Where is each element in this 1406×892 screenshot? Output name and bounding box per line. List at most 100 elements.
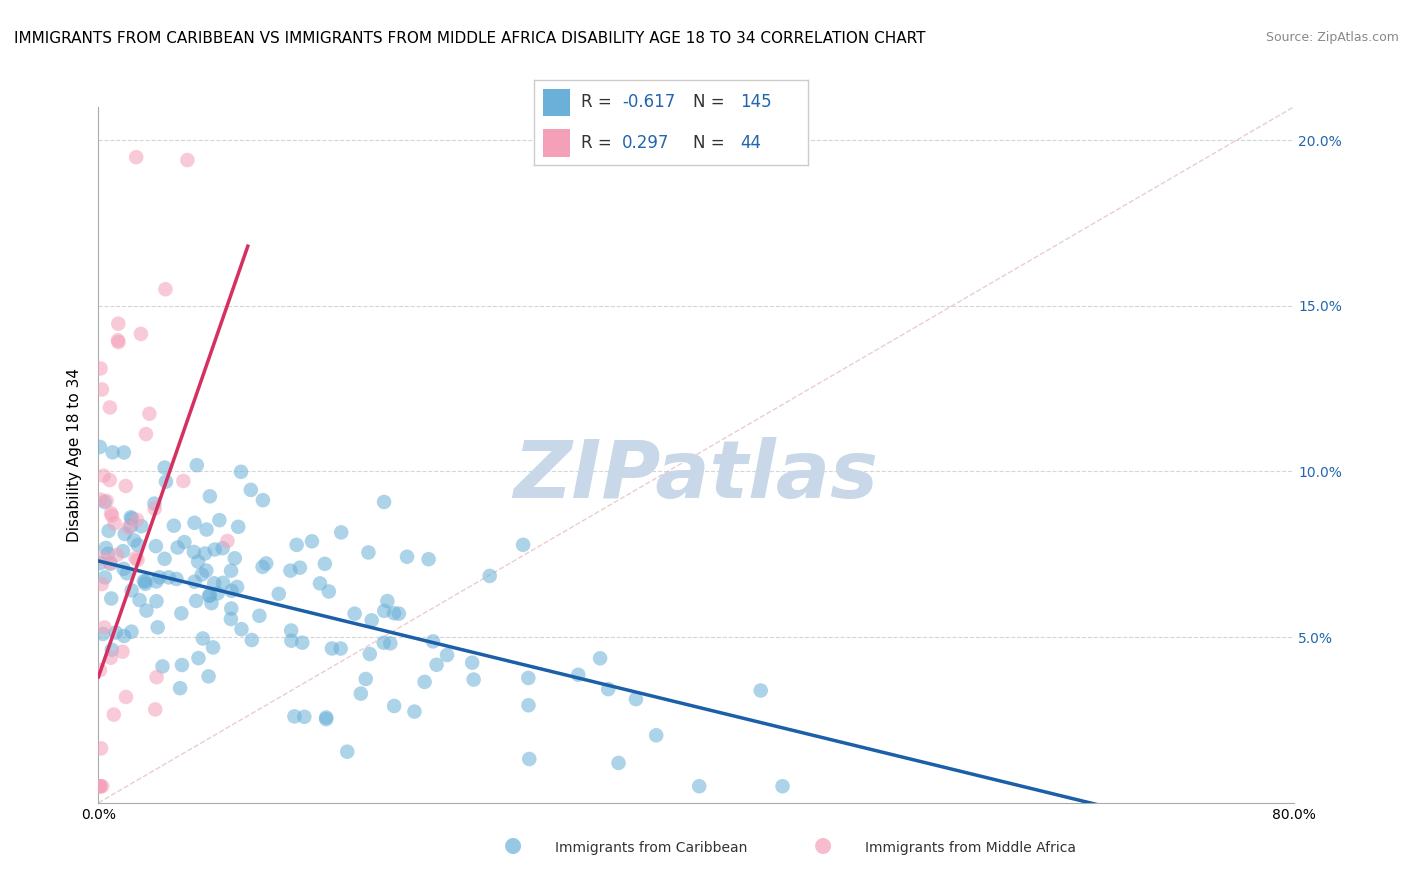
Point [285, 538, 308, 552]
Point [98, 401, 121, 415]
Point [436, 648, 458, 662]
Point [143, 497, 166, 511]
Point [94, 570, 117, 584]
Point [280, 564, 302, 578]
Point [94, 541, 117, 555]
Point [153, 551, 176, 566]
Point [89, 663, 111, 677]
Point [280, 633, 302, 648]
Point [517, 752, 540, 766]
Point [247, 608, 270, 623]
Point [624, 692, 647, 706]
Text: ●: ● [505, 835, 522, 855]
Point [145, 594, 167, 608]
Point [187, 555, 209, 569]
Point [329, 641, 352, 656]
Point [373, 636, 395, 650]
Point [135, 427, 157, 442]
Point [301, 534, 323, 549]
Point [101, 445, 124, 459]
Point [607, 756, 630, 770]
Point [172, 474, 194, 488]
Point [183, 545, 205, 559]
Point [688, 779, 710, 793]
Point [354, 672, 377, 686]
Point [360, 613, 382, 627]
Point [252, 493, 274, 508]
Point [388, 607, 411, 621]
Point [127, 538, 149, 552]
Point [125, 551, 148, 566]
Point [195, 523, 218, 537]
Point [197, 669, 219, 683]
Point [229, 465, 252, 479]
Point [93, 495, 115, 509]
Point [101, 642, 124, 657]
Point [121, 511, 143, 525]
Point [219, 601, 242, 615]
Point [163, 518, 186, 533]
Point [153, 460, 176, 475]
Point [100, 650, 122, 665]
Point [125, 150, 148, 164]
Point [170, 607, 193, 621]
Point [309, 576, 332, 591]
Point [224, 551, 246, 566]
Point [93, 468, 115, 483]
Point [125, 513, 148, 527]
Point [90, 741, 112, 756]
Point [217, 534, 239, 549]
Point [115, 690, 138, 704]
Text: Immigrants from Caribbean: Immigrants from Caribbean [555, 840, 748, 855]
Text: N =: N = [693, 94, 730, 112]
Point [117, 520, 139, 534]
Point [111, 544, 134, 558]
Point [321, 641, 343, 656]
Text: R =: R = [581, 94, 617, 112]
Point [288, 560, 311, 574]
Point [183, 574, 205, 589]
Point [91, 779, 114, 793]
Point [239, 483, 262, 497]
Point [146, 620, 169, 634]
Point [350, 687, 373, 701]
Point [413, 674, 436, 689]
Point [166, 572, 188, 586]
Point [120, 519, 142, 533]
Text: 0.297: 0.297 [621, 134, 669, 152]
Point [749, 683, 772, 698]
Text: 145: 145 [740, 94, 772, 112]
Point [157, 570, 180, 584]
Point [183, 516, 205, 530]
Point [93, 551, 115, 566]
Point [138, 407, 160, 421]
Point [103, 707, 125, 722]
Point [219, 612, 242, 626]
Point [105, 548, 128, 562]
Point [89, 492, 111, 507]
Point [111, 645, 134, 659]
Point [202, 576, 225, 591]
Point [292, 710, 315, 724]
Point [129, 326, 152, 341]
Point [231, 622, 253, 636]
Point [93, 620, 115, 634]
Point [314, 557, 336, 571]
Point [89, 779, 111, 793]
Point [91, 383, 114, 397]
Point [598, 682, 620, 697]
Point [463, 673, 485, 687]
Point [382, 698, 405, 713]
Point [517, 698, 540, 713]
Point [114, 479, 136, 493]
Point [191, 567, 214, 582]
Point [107, 334, 129, 348]
Point [200, 596, 222, 610]
Point [221, 583, 243, 598]
Point [148, 570, 170, 584]
Point [198, 589, 221, 603]
Point [128, 593, 150, 607]
Point [267, 587, 290, 601]
Text: Immigrants from Middle Africa: Immigrants from Middle Africa [865, 840, 1076, 855]
Point [315, 710, 337, 724]
